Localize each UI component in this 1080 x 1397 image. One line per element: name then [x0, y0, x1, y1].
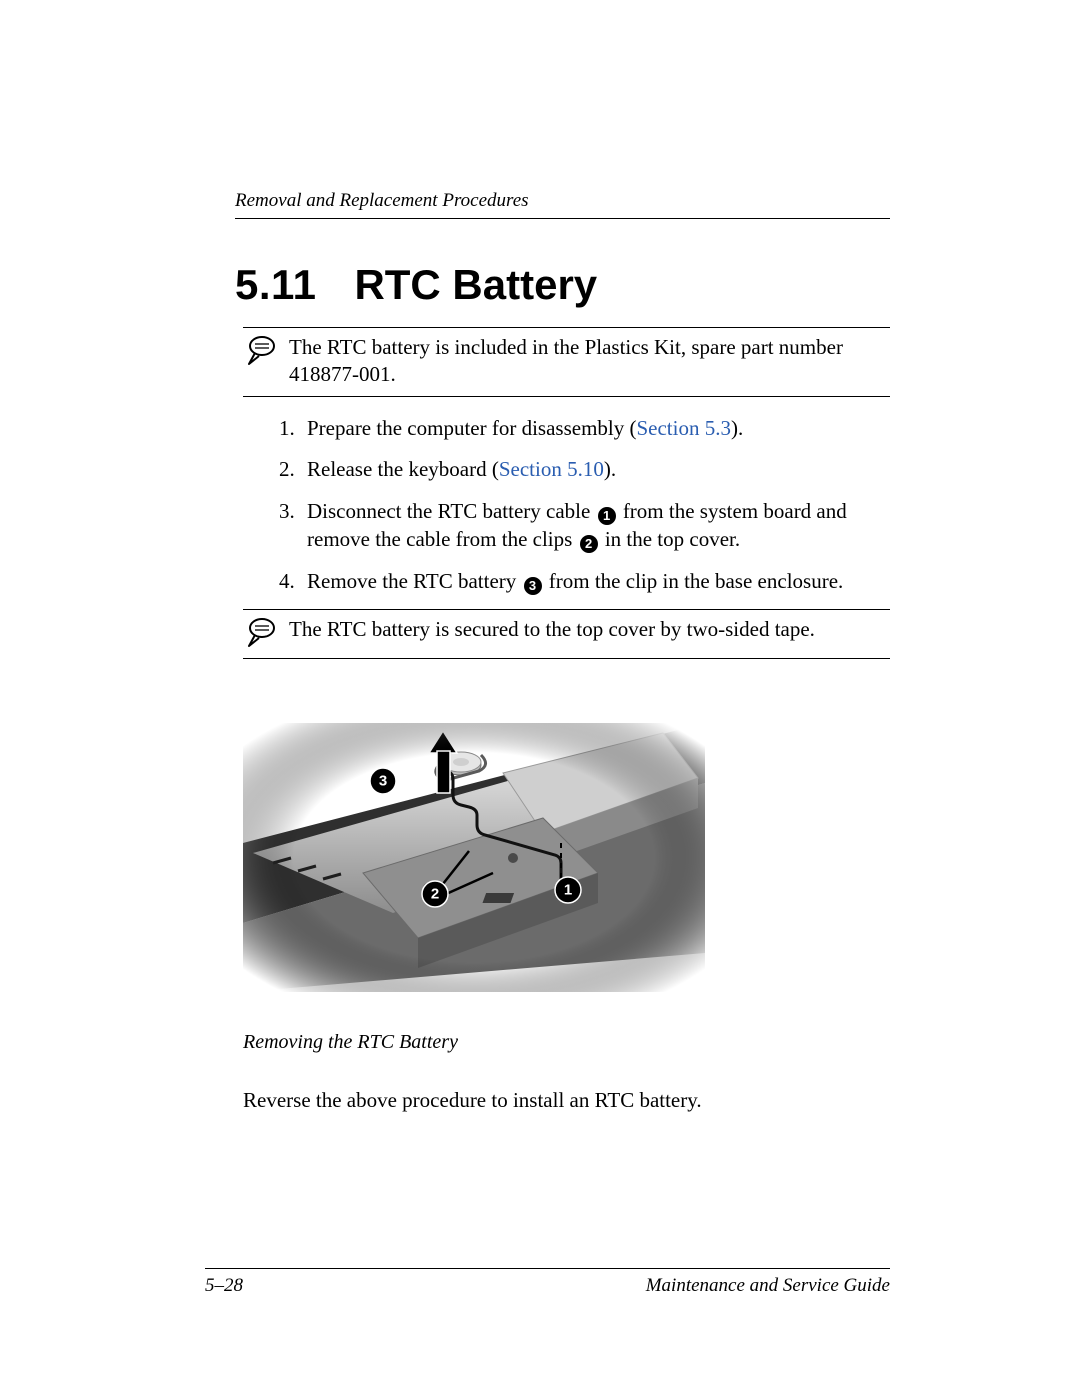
- section-heading: 5.11 RTC Battery: [235, 261, 890, 309]
- step-1-text-b: ).: [731, 416, 743, 440]
- note-text: The RTC battery is secured to the top co…: [289, 616, 815, 643]
- step-1: Prepare the computer for disassembly (Se…: [307, 415, 890, 443]
- xref-section-5-10[interactable]: Section 5.10: [499, 457, 604, 481]
- note-tape-info: The RTC battery is secured to the top co…: [243, 609, 890, 659]
- callout-2-inline: 2: [580, 535, 598, 553]
- step-4-text-b: from the clip in the base enclosure.: [544, 569, 844, 593]
- step-1-text-a: Prepare the computer for disassembly (: [307, 416, 636, 440]
- note-icon: [243, 616, 279, 650]
- footer-doc-title: Maintenance and Service Guide: [646, 1275, 890, 1297]
- xref-section-5-3[interactable]: Section 5.3: [636, 416, 731, 440]
- figure-caption: Removing the RTC Battery: [243, 1031, 890, 1054]
- footer-rule: [205, 1268, 890, 1269]
- procedure-steps: Prepare the computer for disassembly (Se…: [235, 415, 890, 596]
- footer-page-number: 5–28: [205, 1275, 243, 1297]
- callout-1-inline: 1: [598, 507, 616, 525]
- figure-rtc-battery: 3 2 1 Removing the RTC Battery: [235, 723, 890, 1054]
- figure-illustration: 3 2 1: [243, 723, 705, 992]
- note-text: The RTC battery is included in the Plast…: [289, 334, 890, 388]
- note-icon: [243, 334, 279, 368]
- section-number: 5.11: [235, 261, 316, 309]
- step-2-text-a: Release the keyboard (: [307, 457, 499, 481]
- callout-3-inline: 3: [524, 577, 542, 595]
- running-header: Removal and Replacement Procedures: [235, 190, 890, 212]
- note-kit-info: The RTC battery is included in the Plast…: [243, 327, 890, 397]
- step-3: Disconnect the RTC battery cable 1 from …: [307, 498, 890, 553]
- step-3-text-a: Disconnect the RTC battery cable: [307, 499, 596, 523]
- closing-instruction: Reverse the above procedure to install a…: [243, 1088, 890, 1113]
- step-4-text-a: Remove the RTC battery: [307, 569, 522, 593]
- step-2-text-b: ).: [604, 457, 616, 481]
- section-title-text: RTC Battery: [354, 261, 597, 309]
- step-4: Remove the RTC battery 3 from the clip i…: [307, 568, 890, 596]
- step-2: Release the keyboard (Section 5.10).: [307, 456, 890, 484]
- step-3-text-c: in the top cover.: [600, 527, 741, 551]
- page-footer: 5–28 Maintenance and Service Guide: [205, 1260, 890, 1297]
- header-rule: [235, 218, 890, 219]
